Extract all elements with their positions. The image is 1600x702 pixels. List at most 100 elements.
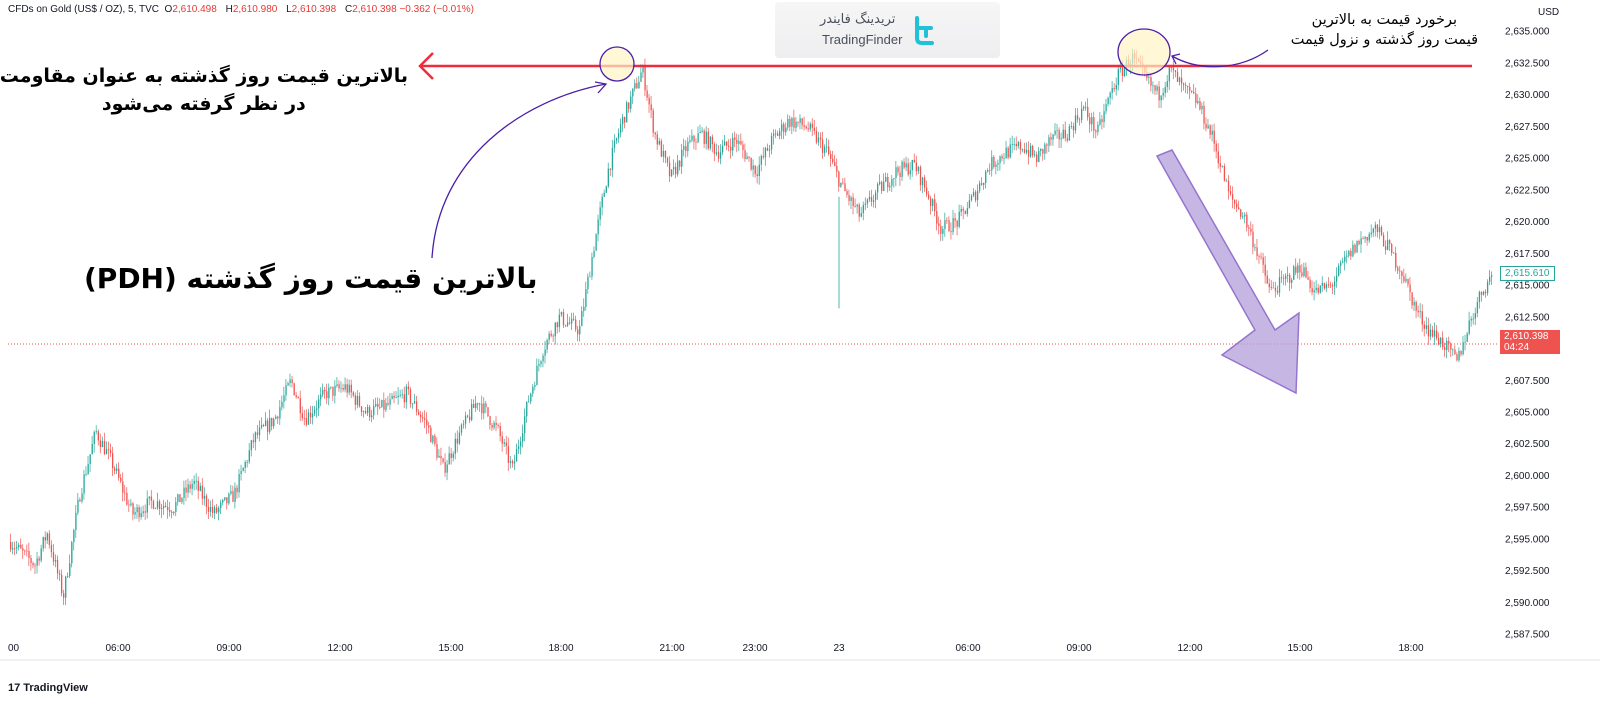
candle-body [730,146,732,151]
candle-body [65,576,67,598]
candle-body [401,394,403,396]
candle-body [16,547,18,549]
candle-body [870,196,873,202]
current-price-tag: 2,610.398 04:24 [1500,330,1560,354]
candle-body [34,565,36,567]
candle-body [1054,130,1056,135]
candle-body [1187,85,1189,87]
candle-body [893,178,895,180]
candle-body [1387,240,1389,250]
candle-body [748,156,750,158]
candle-body [71,542,73,564]
tradingview-label: TradingView [23,682,88,694]
time-tick-label: 12:00 [327,643,352,654]
candle-body [785,127,787,133]
candle-body [740,141,742,145]
candle-body [1034,154,1036,156]
candle-body [1091,117,1093,125]
candle-body [881,181,883,191]
candle-body [42,537,44,549]
candle-body [1270,287,1273,288]
candle-body [334,385,336,396]
candle-body [770,135,773,150]
candle-body [662,150,665,157]
candle-body [801,118,803,126]
candle-body [852,197,854,207]
candle-body [193,480,195,484]
candle-body [515,449,518,462]
candle-body [728,145,730,147]
candle-body [520,441,522,447]
candle-body [22,548,24,551]
price-tick-label: 2,612.500 [1505,312,1550,323]
candle-body [562,312,565,326]
candle-body [393,395,395,398]
candle-body [324,389,326,392]
candle-body [713,143,716,154]
candle-body [1311,288,1313,293]
candle-body [407,386,410,390]
candle-body [732,137,734,151]
candle-body [28,550,30,558]
candle-body [907,163,909,175]
candle-body [454,438,457,454]
candle-body [599,207,601,220]
candle-body [1215,143,1217,152]
candle-body [768,149,771,151]
candle-body [1185,84,1187,86]
candle-body [428,425,430,428]
price-tick-label: 2,587.500 [1505,630,1550,641]
candle-body [1032,145,1034,156]
candle-body [344,384,346,390]
candle-body [1060,138,1062,140]
candle-body [305,418,308,425]
candle-body [946,220,948,221]
currency-label[interactable]: USD [1538,7,1560,18]
logo-text-fa: تریدینگ فایندر [820,12,896,27]
candle-body [536,365,538,386]
candle-body [511,460,514,464]
candle-body [1244,214,1246,217]
candle-body [964,210,967,214]
candle-body [307,412,310,425]
candle-body [854,206,856,207]
candle-body [834,162,836,166]
candle-body [395,397,397,398]
candle-body [491,425,493,428]
price-tick-label: 2,595.000 [1505,534,1550,545]
candle-body [923,177,926,188]
candle-body [548,333,550,340]
candle-body [891,179,893,186]
candle-body [1260,256,1262,258]
pdh-pointer-curve [431,81,608,259]
candle-body [1052,134,1054,140]
candle-body [895,167,897,179]
candle-body [228,493,230,504]
candle-body [823,147,826,153]
candle-body [1313,290,1315,293]
candle-body [26,550,28,552]
candle-body [736,139,738,144]
candle-body [1376,224,1379,233]
candle-body [1305,267,1307,278]
candle-body [444,462,446,473]
high-label: H [225,4,233,15]
candle-body [1413,301,1415,306]
candle-body [256,432,259,436]
candle-body [1458,350,1460,361]
candle-body [432,435,434,443]
tradingfinder-logo-icon [915,16,934,45]
candle-body [1403,276,1405,282]
candle-body [530,393,532,402]
candle-body [585,289,587,307]
candle-body [940,225,942,234]
candle-body [791,117,793,127]
candle-body [422,417,424,419]
tradingview-footer[interactable]: 17 TradingView [8,682,88,694]
candle-body [493,422,495,428]
candle-body [1219,163,1222,167]
candle-body [38,558,40,561]
candle-body [126,492,128,505]
candle-body [299,398,301,414]
